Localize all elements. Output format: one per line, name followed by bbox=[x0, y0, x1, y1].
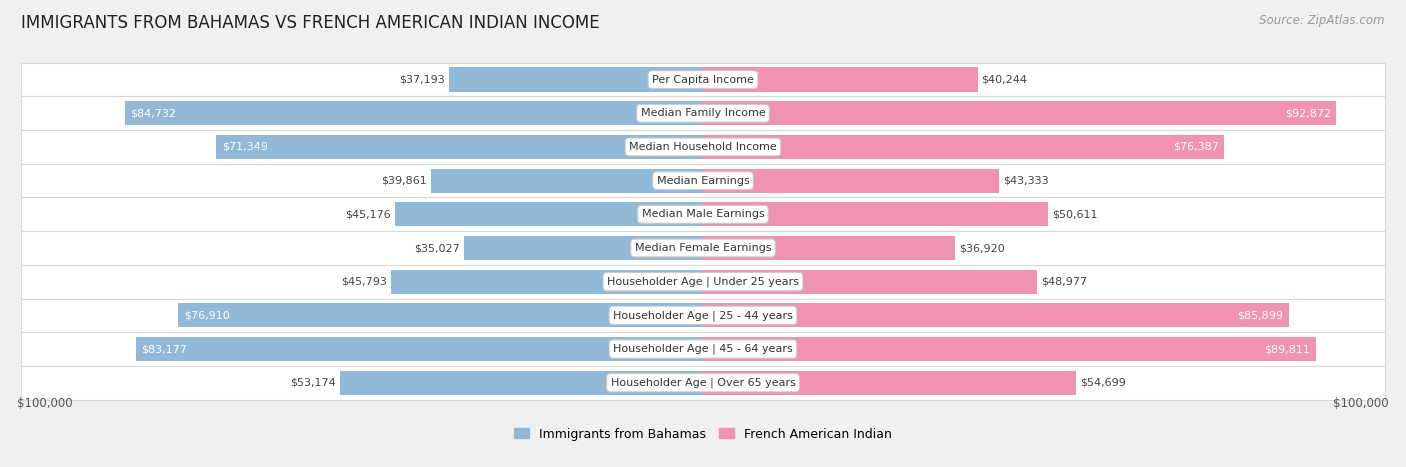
Text: $85,899: $85,899 bbox=[1237, 311, 1284, 320]
Text: $40,244: $40,244 bbox=[981, 75, 1028, 85]
Bar bbox=[21, 231, 1385, 265]
Text: Householder Age | 45 - 64 years: Householder Age | 45 - 64 years bbox=[613, 344, 793, 354]
Text: Median Household Income: Median Household Income bbox=[628, 142, 778, 152]
Bar bbox=[450, 68, 703, 92]
Bar bbox=[703, 68, 977, 92]
Text: $54,699: $54,699 bbox=[1080, 378, 1126, 388]
Bar bbox=[21, 198, 1385, 231]
Text: $43,333: $43,333 bbox=[1002, 176, 1049, 186]
Text: $92,872: $92,872 bbox=[1285, 108, 1331, 118]
Bar bbox=[21, 164, 1385, 198]
Bar bbox=[703, 202, 1049, 226]
Text: Householder Age | Over 65 years: Householder Age | Over 65 years bbox=[610, 377, 796, 388]
Text: $48,977: $48,977 bbox=[1042, 276, 1087, 287]
Bar bbox=[340, 371, 703, 395]
Bar bbox=[395, 202, 703, 226]
Text: $39,861: $39,861 bbox=[381, 176, 427, 186]
Bar bbox=[703, 169, 998, 193]
Text: Source: ZipAtlas.com: Source: ZipAtlas.com bbox=[1260, 14, 1385, 27]
Bar bbox=[432, 169, 703, 193]
Text: $100,000: $100,000 bbox=[17, 397, 73, 410]
Bar bbox=[125, 101, 703, 126]
Bar bbox=[703, 371, 1076, 395]
Text: Per Capita Income: Per Capita Income bbox=[652, 75, 754, 85]
Bar bbox=[703, 269, 1038, 294]
Text: $35,027: $35,027 bbox=[415, 243, 460, 253]
Text: $53,174: $53,174 bbox=[291, 378, 336, 388]
Text: Householder Age | Under 25 years: Householder Age | Under 25 years bbox=[607, 276, 799, 287]
Bar bbox=[21, 63, 1385, 97]
Bar bbox=[179, 303, 703, 327]
Bar bbox=[391, 269, 703, 294]
Text: $100,000: $100,000 bbox=[1333, 397, 1389, 410]
Legend: Immigrants from Bahamas, French American Indian: Immigrants from Bahamas, French American… bbox=[509, 423, 897, 446]
Bar bbox=[21, 130, 1385, 164]
Text: $36,920: $36,920 bbox=[959, 243, 1005, 253]
Bar bbox=[703, 337, 1316, 361]
Bar bbox=[21, 298, 1385, 332]
Text: $76,387: $76,387 bbox=[1173, 142, 1219, 152]
Bar bbox=[464, 236, 703, 260]
Text: Householder Age | 25 - 44 years: Householder Age | 25 - 44 years bbox=[613, 310, 793, 321]
Bar bbox=[21, 265, 1385, 298]
Text: $37,193: $37,193 bbox=[399, 75, 446, 85]
Bar bbox=[135, 337, 703, 361]
Bar bbox=[21, 97, 1385, 130]
Text: $45,793: $45,793 bbox=[340, 276, 387, 287]
Bar bbox=[703, 135, 1225, 159]
Text: $50,611: $50,611 bbox=[1052, 209, 1098, 219]
Text: $83,177: $83,177 bbox=[141, 344, 187, 354]
Bar bbox=[217, 135, 703, 159]
Bar bbox=[21, 366, 1385, 400]
Bar bbox=[21, 332, 1385, 366]
Text: IMMIGRANTS FROM BAHAMAS VS FRENCH AMERICAN INDIAN INCOME: IMMIGRANTS FROM BAHAMAS VS FRENCH AMERIC… bbox=[21, 14, 600, 32]
Bar bbox=[703, 101, 1337, 126]
Text: $71,349: $71,349 bbox=[222, 142, 267, 152]
Text: Median Earnings: Median Earnings bbox=[657, 176, 749, 186]
Bar bbox=[703, 236, 955, 260]
Text: $76,910: $76,910 bbox=[184, 311, 229, 320]
Bar bbox=[703, 303, 1289, 327]
Text: $84,732: $84,732 bbox=[131, 108, 177, 118]
Text: $89,811: $89,811 bbox=[1264, 344, 1310, 354]
Text: Median Female Earnings: Median Female Earnings bbox=[634, 243, 772, 253]
Text: $45,176: $45,176 bbox=[344, 209, 391, 219]
Text: Median Male Earnings: Median Male Earnings bbox=[641, 209, 765, 219]
Text: Median Family Income: Median Family Income bbox=[641, 108, 765, 118]
